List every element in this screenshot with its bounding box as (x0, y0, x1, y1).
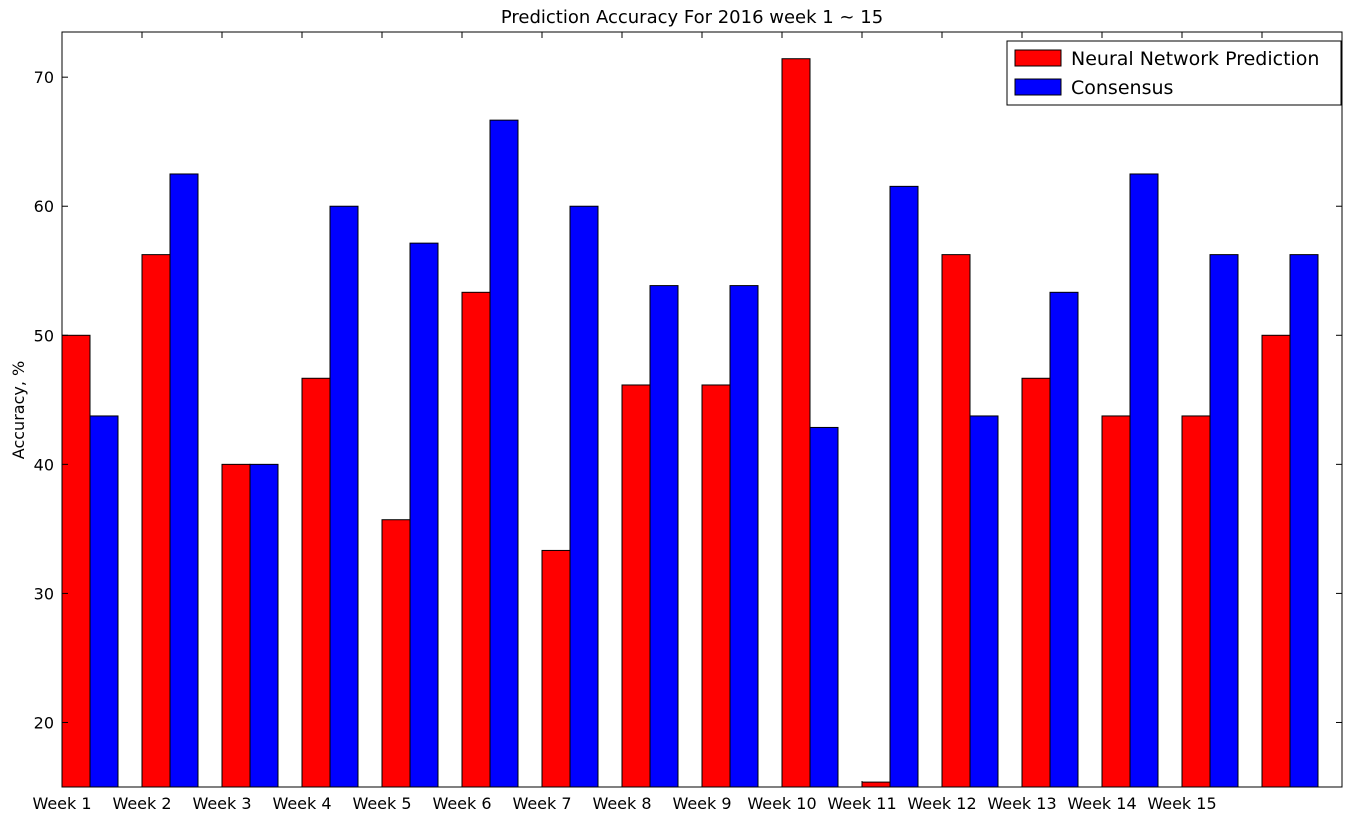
bar-consensus-16 (1289, 254, 1319, 788)
x-tick-label: Week 14 (1067, 794, 1136, 813)
x-tick-label: Week 15 (1147, 794, 1216, 813)
x-tick-label: Week 5 (352, 794, 411, 813)
bar-neural-network-prediction-5 (381, 519, 411, 788)
x-tick-label: Week 4 (272, 794, 331, 813)
bar-neural-network-prediction-6 (461, 291, 491, 788)
x-tick-label: Week 9 (672, 794, 731, 813)
x-tick-label: Week 12 (907, 794, 976, 813)
x-tick-label: Week 6 (432, 794, 491, 813)
bar-consensus-6 (489, 119, 519, 788)
bar-consensus-14 (1129, 173, 1159, 788)
bar-consensus-15 (1209, 254, 1239, 788)
bars-layer (61, 58, 1319, 788)
ticks-layer: 20 30 40 50 60 70 Week 1 Week 2 Week 3 Week 4 Week… (32, 32, 1343, 813)
bar-neural-network-prediction-3 (221, 463, 251, 788)
x-tick-label: Week 2 (112, 794, 171, 813)
bar-neural-network-prediction-14 (1101, 415, 1131, 788)
bar-consensus-10 (809, 426, 839, 788)
bar-consensus-2 (169, 173, 199, 788)
bar-neural-network-prediction-15 (1181, 415, 1211, 788)
y-tick-label: 50 (34, 326, 54, 345)
y-tick-label: 20 (34, 713, 54, 732)
x-tick-label: Week 11 (827, 794, 896, 813)
bar-neural-network-prediction-8 (621, 384, 651, 788)
x-tick-label: Week 1 (32, 794, 91, 813)
bar-consensus-3 (249, 463, 279, 788)
x-tick-label: Week 8 (592, 794, 651, 813)
chart-title: Prediction Accuracy For 2016 week 1 ~ 15 (501, 7, 883, 28)
legend-swatch (1014, 78, 1062, 96)
x-tick-label: Week 3 (192, 794, 251, 813)
bar-neural-network-prediction-16 (1261, 334, 1291, 788)
legend-label: Consensus (1071, 77, 1173, 99)
bar-neural-network-prediction-12 (941, 254, 971, 788)
legend-box (1006, 40, 1342, 106)
bar-consensus-9 (729, 285, 759, 788)
bar-consensus-4 (329, 205, 359, 788)
legend-swatch (1014, 49, 1062, 67)
bar-consensus-5 (409, 242, 439, 788)
x-tick-label: Week 7 (512, 794, 571, 813)
bar-consensus-7 (569, 205, 599, 788)
y-tick-label: 60 (34, 197, 54, 216)
bar-neural-network-prediction-2 (141, 254, 171, 788)
y-tick-label: 70 (34, 68, 54, 87)
plot-frame (61, 31, 1343, 788)
bar-neural-network-prediction-11 (861, 781, 891, 788)
bar-neural-network-prediction-13 (1021, 377, 1051, 788)
bar-consensus-1 (89, 415, 119, 788)
y-tick-label: 40 (34, 455, 54, 474)
legend-label: Neural Network Prediction (1071, 48, 1319, 70)
bar-consensus-13 (1049, 291, 1079, 788)
y-tick-label: 30 (34, 584, 54, 603)
bar-neural-network-prediction-10 (781, 58, 811, 788)
bar-neural-network-prediction-7 (541, 549, 571, 788)
y-axis-label: Accuracy, % (9, 361, 28, 459)
x-tick-label: Week 13 (987, 794, 1056, 813)
bar-consensus-11 (889, 185, 919, 788)
bar-neural-network-prediction-1 (61, 334, 91, 788)
bar-consensus-12 (969, 415, 999, 788)
x-tick-label: Week 10 (747, 794, 816, 813)
bar-neural-network-prediction-9 (701, 384, 731, 788)
legend: Neural Network Prediction Consensus (1006, 40, 1342, 106)
bar-neural-network-prediction-4 (301, 377, 331, 788)
bar-consensus-8 (649, 285, 679, 788)
